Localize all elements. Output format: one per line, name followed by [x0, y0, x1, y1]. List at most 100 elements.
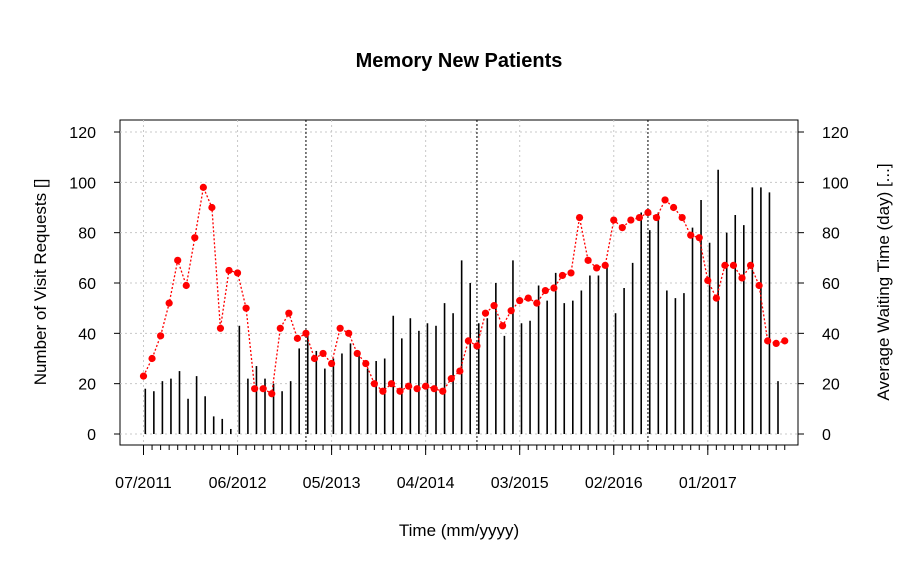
- waiting-time-point: [276, 324, 284, 332]
- waiting-time-point: [413, 385, 421, 393]
- y2-tick-label: 120: [822, 125, 849, 142]
- waiting-time-point: [242, 304, 250, 312]
- waiting-time-point: [473, 342, 481, 350]
- waiting-time-point: [721, 261, 729, 269]
- waiting-time-point: [430, 385, 438, 393]
- waiting-time-point: [456, 367, 464, 375]
- waiting-time-point: [687, 231, 695, 239]
- y-tick-label: 0: [87, 427, 96, 444]
- waiting-time-point: [516, 297, 524, 305]
- waiting-time-point: [746, 261, 755, 269]
- waiting-time-point: [712, 294, 720, 302]
- y-tick-label: 100: [69, 175, 96, 192]
- waiting-time-point: [618, 224, 626, 232]
- grid: [120, 120, 798, 445]
- waiting-time-point: [139, 372, 148, 380]
- waiting-time-point: [319, 349, 327, 358]
- y2-tick-label: 80: [822, 226, 840, 243]
- x-tick-label: 02/2016: [585, 475, 643, 492]
- waiting-time-point: [225, 266, 233, 275]
- waiting-time-point: [439, 387, 447, 395]
- x-tick-label: 06/2012: [209, 475, 267, 492]
- waiting-time-point: [507, 307, 515, 315]
- x-axis-label: Time (mm/yyyy): [399, 521, 519, 540]
- waiting-time-point: [772, 339, 780, 347]
- y-tick-label: 60: [78, 276, 96, 293]
- y2-axis-label: Average Waiting Time (day) [...]: [874, 163, 893, 400]
- waiting-time-point: [644, 208, 652, 217]
- y2-tick-label: 40: [822, 326, 840, 343]
- waiting-time-point: [584, 256, 592, 264]
- x-tick-label: 04/2014: [397, 475, 455, 492]
- waiting-time-point: [541, 286, 549, 295]
- y-axis-ticks: 0 0 20 20 40 40 60 60 80 80 100 100 120 120: [69, 125, 849, 444]
- waiting-time-point: [755, 281, 763, 290]
- y2-tick-label: 60: [822, 276, 840, 293]
- y2-tick-label: 0: [822, 427, 831, 444]
- waiting-time-point: [251, 385, 259, 393]
- y2-tick-label: 20: [822, 377, 840, 394]
- waiting-time-point: [524, 294, 532, 302]
- chart-title: Memory New Patients: [356, 50, 563, 72]
- waiting-time-point: [233, 269, 242, 277]
- waiting-time-point: [302, 329, 310, 337]
- waiting-time-point: [379, 387, 387, 395]
- waiting-time-point: [764, 337, 772, 345]
- bar-series: [144, 169, 779, 434]
- waiting-time-point: [499, 322, 507, 330]
- waiting-time-point: [729, 261, 738, 269]
- waiting-time-point: [396, 387, 404, 395]
- waiting-time-point: [601, 261, 609, 269]
- waiting-time-point: [533, 299, 541, 307]
- waiting-time-point: [328, 359, 336, 368]
- waiting-time-point: [558, 271, 567, 280]
- waiting-time-point: [345, 329, 353, 337]
- waiting-time-point: [481, 309, 490, 317]
- waiting-time-point: [353, 349, 361, 358]
- waiting-time-point: [490, 302, 498, 310]
- x-tick-label: 07/2011: [115, 475, 172, 492]
- waiting-time-point: [285, 309, 293, 317]
- waiting-time-point: [174, 256, 182, 264]
- waiting-time-point: [567, 269, 575, 277]
- x-tick-label: 03/2015: [491, 475, 549, 492]
- waiting-time-point: [404, 382, 413, 390]
- waiting-time-point: [575, 213, 584, 222]
- waiting-time-point: [550, 284, 558, 292]
- y2-tick-label: 100: [822, 175, 849, 192]
- y-tick-label: 40: [78, 326, 96, 343]
- waiting-time-point: [362, 359, 370, 368]
- waiting-time-point: [704, 276, 712, 285]
- waiting-time-point: [293, 334, 301, 342]
- waiting-time-point: [148, 354, 156, 363]
- x-tick-label: 05/2013: [303, 475, 361, 492]
- x-tick-label: 01/2017: [679, 475, 737, 492]
- y-axis-label: Number of Visit Requests []: [31, 179, 50, 386]
- waiting-time-point: [695, 234, 703, 242]
- waiting-time-point: [191, 234, 199, 242]
- waiting-time-point: [627, 216, 635, 224]
- waiting-time-point: [661, 196, 669, 204]
- y-tick-label: 20: [78, 377, 96, 394]
- waiting-time-point: [781, 337, 789, 345]
- waiting-time-point: [387, 380, 396, 388]
- waiting-time-point: [593, 264, 601, 272]
- waiting-time-point: [208, 203, 216, 212]
- waiting-time-series: [139, 183, 789, 398]
- waiting-time-point: [216, 324, 225, 332]
- waiting-time-point: [670, 203, 678, 212]
- waiting-time-point: [259, 385, 267, 393]
- y-tick-label: 80: [78, 226, 96, 243]
- waiting-time-point: [610, 216, 618, 224]
- waiting-time-point: [370, 380, 378, 388]
- waiting-time-point: [652, 213, 661, 222]
- waiting-time-point: [182, 281, 190, 290]
- waiting-time-line: [142, 185, 785, 395]
- waiting-time-point: [310, 354, 319, 363]
- waiting-time-point: [635, 213, 644, 222]
- waiting-time-point: [336, 324, 344, 332]
- y-tick-label: 120: [69, 125, 96, 142]
- x-axis-ticks: 07/2011 06/2012 05/2013 04/2014 03/2015 02/20…: [115, 445, 786, 492]
